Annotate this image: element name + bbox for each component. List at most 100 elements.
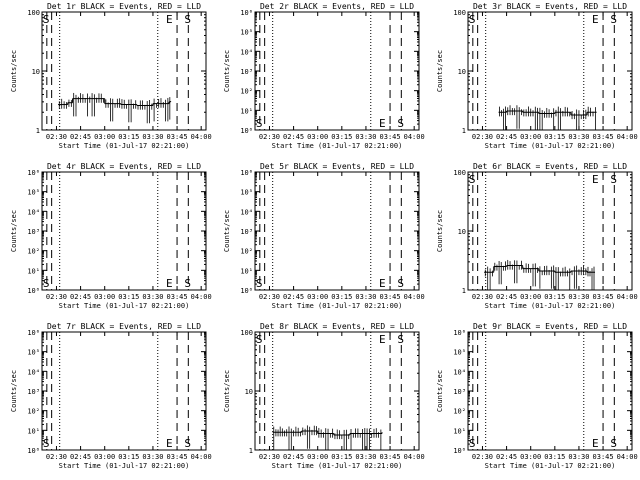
y-tick-label: 10² (240, 248, 253, 256)
x-tick-label: 03:30 (355, 293, 376, 301)
x-axis-label: Start Time (01-Jul-17 02:21:00) (59, 462, 190, 470)
plot-frame (254, 171, 420, 291)
x-tick-label: 02:45 (496, 293, 517, 301)
x-axis-label: Start Time (01-Jul-17 02:21:00) (485, 302, 616, 310)
y-tick-label: 10³ (27, 388, 40, 396)
x-tick-label: 02:45 (496, 453, 517, 461)
y-tick-label: 10⁵ (240, 189, 253, 197)
x-tick-label: 04:00 (617, 293, 638, 301)
y-tick-label: 10⁰ (27, 447, 40, 455)
x-tick-label: 03:00 (307, 453, 328, 461)
y-tick-label: 1 (36, 127, 40, 135)
event-marker-label: E (166, 437, 173, 450)
x-tick-label: 03:15 (118, 133, 139, 141)
x-tick-label: 02:45 (283, 293, 304, 301)
panel-title: Det 7r BLACK = Events, RED = LLD (47, 322, 201, 331)
x-tick-label: 02:30 (472, 133, 493, 141)
x-axis-label: Start Time (01-Jul-17 02:21:00) (485, 142, 616, 150)
plot-frame (41, 331, 207, 451)
x-tick-label: 03:30 (355, 133, 376, 141)
event-marker-label: S (256, 117, 263, 130)
y-tick-label: 100 (27, 9, 40, 17)
x-tick-label: 03:00 (94, 293, 115, 301)
y-tick-label: 10⁴ (453, 368, 466, 376)
x-tick-label: 03:15 (331, 133, 352, 141)
panel-2: Det 2r BLACK = Events, RED = LLD 02:30 02:… (223, 2, 425, 150)
x-tick-label: 02:30 (472, 453, 493, 461)
plot-frame (254, 11, 420, 131)
y-tick-label: 10¹ (240, 267, 253, 275)
x-tick-label: 02:30 (259, 453, 280, 461)
x-tick-label: 02:30 (259, 293, 280, 301)
event-marker-label: E (592, 13, 599, 26)
y-axis-label: Counts/sec (436, 50, 444, 92)
event-marker-label: E (379, 277, 386, 290)
panel-title: Det 4r BLACK = Events, RED = LLD (47, 162, 201, 171)
x-axis-label: Start Time (01-Jul-17 02:21:00) (272, 462, 403, 470)
x-tick-label: 04:00 (191, 133, 212, 141)
y-tick-label: 10¹ (27, 427, 40, 435)
x-tick-label: 03:00 (94, 133, 115, 141)
x-tick-label: 03:15 (544, 293, 565, 301)
x-tick-label: 02:45 (283, 133, 304, 141)
x-axis-label: Start Time (01-Jul-17 02:21:00) (59, 302, 190, 310)
x-tick-label: 03:45 (167, 293, 188, 301)
event-marker-label: S (256, 333, 263, 346)
x-tick-label: 03:45 (593, 293, 614, 301)
y-tick-label: 10⁴ (27, 208, 40, 216)
y-tick-label: 10 (458, 228, 466, 236)
y-tick-label: 10¹ (453, 427, 466, 435)
y-tick-label: 10⁴ (27, 368, 40, 376)
y-tick-label: 10² (453, 408, 466, 416)
event-marker-label: E (166, 277, 173, 290)
y-tick-label: 10³ (27, 228, 40, 236)
plot-frame (41, 11, 207, 131)
event-marker-label: S (610, 173, 617, 186)
plot-frame (467, 331, 633, 451)
y-tick-label: 1 (462, 287, 466, 295)
y-tick-label: 10² (27, 408, 40, 416)
event-marker-label: S (397, 333, 404, 346)
x-axis-label: Start Time (01-Jul-17 02:21:00) (485, 462, 616, 470)
panel-title: Det 5r BLACK = Events, RED = LLD (260, 162, 414, 171)
x-tick-label: 02:30 (472, 293, 493, 301)
y-tick-label: 10³ (240, 228, 253, 236)
y-axis-label: Counts/sec (10, 370, 18, 412)
panel-6: Det 6r BLACK = Events, RED = LLD 02:30 02:… (436, 162, 638, 310)
x-tick-label: 04:00 (617, 133, 638, 141)
panel-4: Det 4r BLACK = Events, RED = LLD 02:30 02:… (10, 162, 212, 310)
x-tick-label: 03:00 (520, 133, 541, 141)
plot-frame (41, 171, 207, 291)
y-axis-label: Counts/sec (436, 210, 444, 252)
event-marker-label: S (397, 117, 404, 130)
panel-title: Det 2r BLACK = Events, RED = LLD (260, 2, 414, 11)
x-tick-label: 04:00 (617, 453, 638, 461)
x-tick-label: 04:00 (191, 293, 212, 301)
event-marker-label: E (592, 173, 599, 186)
y-tick-label: 10⁰ (453, 447, 466, 455)
y-tick-label: 1 (249, 447, 253, 455)
x-axis-label: Start Time (01-Jul-17 02:21:00) (272, 142, 403, 150)
panel-9: Det 9r BLACK = Events, RED = LLD 02:30 02:… (436, 322, 638, 470)
y-axis-label: Counts/sec (10, 50, 18, 92)
x-tick-label: 04:00 (191, 453, 212, 461)
panel-title: Det 6r BLACK = Events, RED = LLD (473, 162, 627, 171)
y-tick-label: 10² (240, 88, 253, 96)
plot-frame (467, 11, 633, 131)
x-tick-label: 02:45 (70, 293, 91, 301)
event-marker-label: E (379, 333, 386, 346)
x-tick-label: 03:45 (380, 453, 401, 461)
event-marker-label: S (610, 437, 617, 450)
y-tick-label: 10³ (240, 68, 253, 76)
y-tick-label: 10 (32, 68, 40, 76)
event-marker-label: E (592, 437, 599, 450)
event-marker-label: S (256, 277, 263, 290)
series-0 (58, 92, 172, 124)
y-axis-label: Counts/sec (223, 50, 231, 92)
event-marker-label: S (43, 277, 50, 290)
panel-8: Det 8r BLACK = Events, RED = LLD 02:30 02:… (223, 322, 425, 470)
x-tick-label: 02:30 (259, 133, 280, 141)
y-tick-label: 10⁵ (240, 29, 253, 37)
y-tick-label: 10⁶ (27, 329, 40, 337)
series-0 (272, 425, 383, 450)
